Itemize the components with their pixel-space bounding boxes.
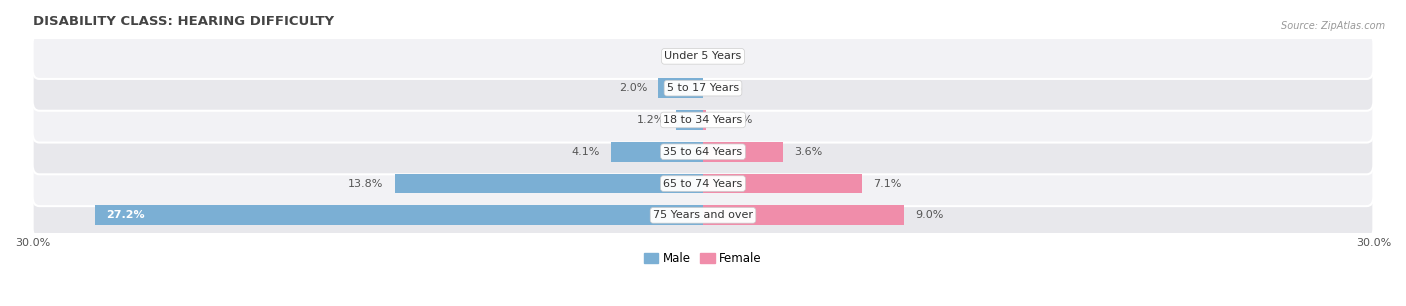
Text: 13.8%: 13.8% xyxy=(349,178,384,188)
Bar xyxy=(96,206,703,225)
Bar xyxy=(676,110,703,130)
Text: 27.2%: 27.2% xyxy=(107,210,145,220)
Text: 0.14%: 0.14% xyxy=(717,115,752,125)
Text: 18 to 34 Years: 18 to 34 Years xyxy=(664,115,742,125)
Legend: Male, Female: Male, Female xyxy=(640,247,766,270)
Text: 65 to 74 Years: 65 to 74 Years xyxy=(664,178,742,188)
Text: 0.0%: 0.0% xyxy=(714,51,742,62)
Text: 5 to 17 Years: 5 to 17 Years xyxy=(666,83,740,93)
Text: 0.0%: 0.0% xyxy=(714,83,742,93)
Text: 35 to 64 Years: 35 to 64 Years xyxy=(664,147,742,157)
Bar xyxy=(658,78,703,98)
Text: 4.1%: 4.1% xyxy=(572,147,600,157)
Text: Under 5 Years: Under 5 Years xyxy=(665,51,741,62)
Text: 2.0%: 2.0% xyxy=(619,83,647,93)
Text: 7.1%: 7.1% xyxy=(873,178,901,188)
FancyBboxPatch shape xyxy=(32,65,1374,111)
FancyBboxPatch shape xyxy=(32,34,1374,79)
Bar xyxy=(703,174,862,193)
FancyBboxPatch shape xyxy=(32,193,1374,238)
Bar xyxy=(703,206,904,225)
Text: DISABILITY CLASS: HEARING DIFFICULTY: DISABILITY CLASS: HEARING DIFFICULTY xyxy=(32,15,333,28)
Text: 3.6%: 3.6% xyxy=(794,147,823,157)
Text: Source: ZipAtlas.com: Source: ZipAtlas.com xyxy=(1281,21,1385,32)
FancyBboxPatch shape xyxy=(32,97,1374,143)
FancyBboxPatch shape xyxy=(32,161,1374,206)
Text: 1.2%: 1.2% xyxy=(637,115,665,125)
Text: 0.0%: 0.0% xyxy=(664,51,692,62)
Bar xyxy=(703,142,783,162)
Text: 9.0%: 9.0% xyxy=(915,210,943,220)
FancyBboxPatch shape xyxy=(32,129,1374,174)
Bar xyxy=(612,142,703,162)
Bar xyxy=(395,174,703,193)
Text: 75 Years and over: 75 Years and over xyxy=(652,210,754,220)
Bar xyxy=(703,110,706,130)
